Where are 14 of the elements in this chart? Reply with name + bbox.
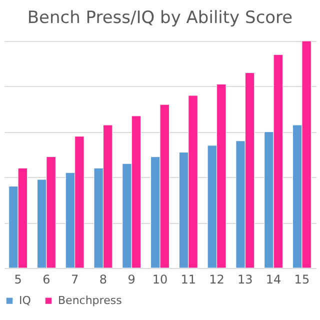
x-tick-label: 12 bbox=[209, 272, 224, 286]
x-tick-label: 13 bbox=[238, 272, 253, 286]
legend-label: IQ bbox=[19, 294, 32, 307]
x-tick-label: 7 bbox=[71, 272, 79, 286]
x-tick-label: 11 bbox=[180, 272, 196, 286]
x-tick-label: 9 bbox=[128, 272, 136, 286]
x-tick-label: 6 bbox=[42, 272, 50, 286]
x-tick-label: 5 bbox=[14, 272, 22, 286]
legend-label: Benchpress bbox=[58, 294, 122, 307]
x-tick-label: 14 bbox=[266, 272, 282, 286]
x-tick-label: 10 bbox=[152, 272, 168, 286]
x-tick-label: 8 bbox=[99, 272, 108, 286]
x-tick-label: 15 bbox=[294, 272, 310, 286]
chart-title: Bench Press/IQ by Ability Score bbox=[27, 8, 293, 28]
